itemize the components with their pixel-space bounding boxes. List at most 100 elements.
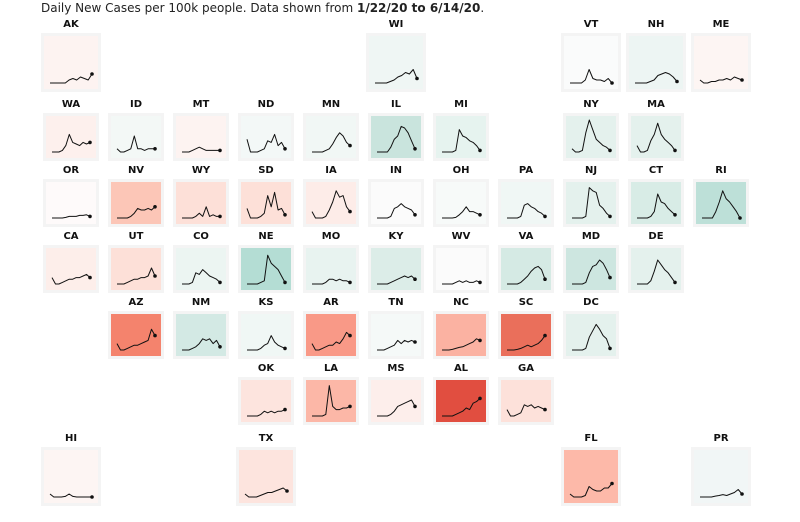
state-label: MN: [321, 99, 341, 110]
state-label: WA: [61, 99, 81, 110]
sparkline-path: [442, 129, 481, 153]
state-cell-mo: MO: [303, 231, 359, 293]
state-tile[interactable]: [238, 377, 294, 425]
state-tile[interactable]: [108, 245, 164, 293]
state-label: DE: [648, 231, 664, 242]
state-tile[interactable]: [433, 113, 489, 161]
state-tile[interactable]: [41, 447, 101, 506]
state-tile[interactable]: [238, 113, 294, 161]
state-label: MO: [321, 231, 341, 242]
state-tile[interactable]: [498, 245, 554, 293]
sparkline-path: [700, 489, 743, 498]
state-cell-ne: NE: [238, 231, 294, 293]
state-cell-ca: CA: [43, 231, 99, 293]
sparkline-path: [377, 339, 416, 351]
sparkline: [246, 133, 287, 153]
state-tile[interactable]: [561, 33, 621, 92]
sparkline-path: [377, 125, 416, 153]
sparkline-path: [699, 76, 743, 84]
state-label: IL: [390, 99, 402, 110]
state-tile[interactable]: [303, 311, 359, 359]
state-cell-ky: KY: [368, 231, 424, 293]
state-tile[interactable]: [173, 113, 229, 161]
sparkline-end-dot: [283, 407, 287, 412]
state-tile[interactable]: [366, 33, 426, 92]
state-tile[interactable]: [498, 377, 554, 425]
state-tile[interactable]: [368, 311, 424, 359]
state-tile[interactable]: [563, 245, 619, 293]
state-cell-vt: VT: [561, 19, 621, 92]
sparkline-end-dot: [348, 143, 352, 148]
state-tile[interactable]: [563, 179, 619, 227]
state-label: CO: [193, 231, 209, 242]
sparkline: [312, 278, 352, 285]
sparkline: [50, 72, 94, 84]
state-cell-ms: MS: [368, 363, 424, 425]
state-cell-tn: TN: [368, 297, 424, 359]
state-tile[interactable]: [498, 179, 554, 227]
state-tile[interactable]: [108, 311, 164, 359]
state-tile[interactable]: [691, 447, 751, 506]
sparkline-end-dot: [413, 213, 417, 217]
state-tile[interactable]: [368, 113, 424, 161]
state-tile[interactable]: [43, 245, 99, 293]
state-tile[interactable]: [236, 447, 296, 506]
state-tile[interactable]: [303, 179, 359, 227]
state-tile[interactable]: [563, 311, 619, 359]
state-label: AZ: [128, 297, 144, 308]
state-tile[interactable]: [173, 311, 229, 359]
state-cell-mt: MT: [173, 99, 229, 161]
state-tile[interactable]: [693, 179, 749, 227]
state-tile[interactable]: [303, 245, 359, 293]
sparkline-path: [572, 323, 611, 351]
sparkline: [571, 119, 612, 153]
sparkline-path: [507, 335, 546, 351]
state-tile[interactable]: [108, 179, 164, 227]
sparkline-path: [247, 335, 286, 351]
state-tile[interactable]: [498, 311, 554, 359]
state-tile[interactable]: [628, 245, 684, 293]
state-cell-or: OR: [43, 165, 99, 227]
state-tile[interactable]: [691, 33, 751, 92]
sparkline-path: [635, 72, 678, 84]
state-tile[interactable]: [433, 311, 489, 359]
state-tile[interactable]: [628, 113, 684, 161]
state-tile[interactable]: [563, 113, 619, 161]
sparkline-end-dot: [90, 495, 94, 499]
state-label: IN: [389, 165, 403, 176]
sparkline-end-dot: [88, 275, 92, 280]
state-tile[interactable]: [626, 33, 686, 92]
state-label: NV: [127, 165, 145, 176]
state-tile[interactable]: [433, 245, 489, 293]
sparkline: [572, 323, 612, 351]
state-tile[interactable]: [368, 245, 424, 293]
state-tile[interactable]: [433, 377, 489, 425]
state-tile[interactable]: [238, 311, 294, 359]
state-tile[interactable]: [561, 447, 621, 506]
state-label: OH: [452, 165, 470, 176]
state-cell-wi: WI: [366, 19, 426, 92]
sparkline-path: [182, 206, 220, 219]
sparkline-end-dot: [283, 280, 287, 285]
state-tile[interactable]: [628, 179, 684, 227]
state-tile[interactable]: [368, 377, 424, 425]
state-label: TN: [388, 297, 404, 308]
title-suffix: .: [480, 1, 485, 15]
state-tile[interactable]: [238, 245, 294, 293]
state-tile[interactable]: [43, 113, 99, 161]
state-tile[interactable]: [303, 113, 359, 161]
state-tile[interactable]: [43, 179, 99, 227]
state-tile[interactable]: [108, 113, 164, 161]
sparkline: [442, 280, 482, 285]
sparkline-end-dot: [478, 280, 482, 285]
state-tile[interactable]: [433, 179, 489, 227]
state-tile[interactable]: [41, 33, 101, 92]
state-label: SD: [258, 165, 274, 176]
state-tile[interactable]: [368, 179, 424, 227]
state-label: KS: [258, 297, 274, 308]
state-tile[interactable]: [173, 179, 229, 227]
state-tile[interactable]: [173, 245, 229, 293]
state-tile[interactable]: [238, 179, 294, 227]
sparkline-path: [247, 254, 286, 285]
state-tile[interactable]: [303, 377, 359, 425]
